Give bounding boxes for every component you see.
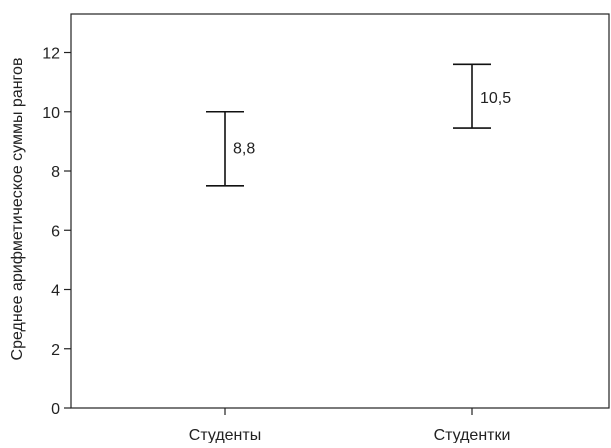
error-bar: 10,5 [453, 63, 511, 129]
y-tick-label: 0 [51, 401, 60, 418]
x-tick-label: Студенты [189, 427, 261, 443]
error-bars: 8,8 10,5 [206, 63, 511, 187]
y-tick-label: 8 [51, 164, 60, 181]
y-tick-label: 4 [51, 283, 60, 300]
y-axis-label: Среднее арифметическое суммы рангов [9, 58, 26, 361]
plot-frame [70, 13, 610, 409]
data-label: 10,5 [480, 90, 511, 107]
y-tick-label: 6 [51, 223, 60, 240]
y-tick-label: 2 [51, 342, 60, 359]
x-tick-label: Студентки [434, 427, 511, 443]
y-tick-label: 12 [42, 46, 60, 63]
data-label: 8,8 [233, 140, 255, 157]
axes: 0 2 4 6 8 10 12 Студенты Студентки [42, 13, 610, 444]
y-tick-label: 10 [42, 105, 60, 122]
error-bar: 8,8 [206, 110, 255, 187]
